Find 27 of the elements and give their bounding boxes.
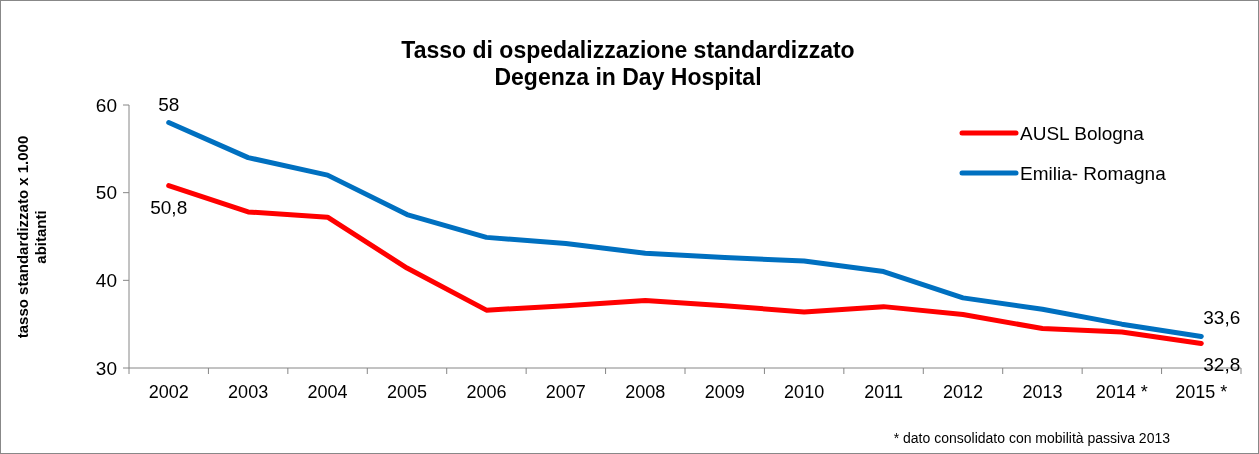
- x-tick-label: 2007: [545, 382, 586, 402]
- legend-label: AUSL Bologna: [1020, 122, 1145, 144]
- chart-title: Tasso di ospedalizzazione standardizzato Degenza in Day Hospital: [401, 37, 855, 90]
- x-tick-label: 2006: [466, 382, 507, 402]
- y-tick-label: 60: [95, 94, 117, 116]
- x-tick-label: 2010: [784, 382, 825, 402]
- y-tick-label: 50: [95, 182, 117, 204]
- x-tick-label: 2004: [307, 382, 348, 402]
- x-tick-label: 2012: [942, 382, 984, 402]
- x-tick-label: 2011: [864, 382, 903, 402]
- x-tick-label: 2005: [386, 382, 428, 402]
- data-label: 33,6: [1203, 307, 1241, 329]
- data-label: 58: [158, 93, 180, 115]
- data-label: 32,8: [1203, 354, 1241, 376]
- x-tick-label: 2009: [704, 382, 745, 402]
- x-tick-label: 2015 *: [1175, 382, 1228, 402]
- x-tick-label: 2008: [625, 382, 666, 402]
- x-tick-label: 2014 *: [1095, 382, 1148, 402]
- legend-label: Emilia- Romagna: [1020, 162, 1167, 184]
- x-tick-label: 2013: [1022, 382, 1063, 402]
- x-tick-label: 2003: [228, 382, 269, 402]
- text: * dato consolidato con mobilità passiva 2013: [893, 430, 1171, 446]
- y-tick-label: 30: [95, 357, 117, 379]
- y-axis-title: tasso standardizzato x 1.000 abitanti: [14, 135, 49, 339]
- y-tick-label: 40: [95, 269, 117, 291]
- data-label: 50,8: [150, 196, 188, 218]
- x-tick-label: 2002: [148, 382, 189, 402]
